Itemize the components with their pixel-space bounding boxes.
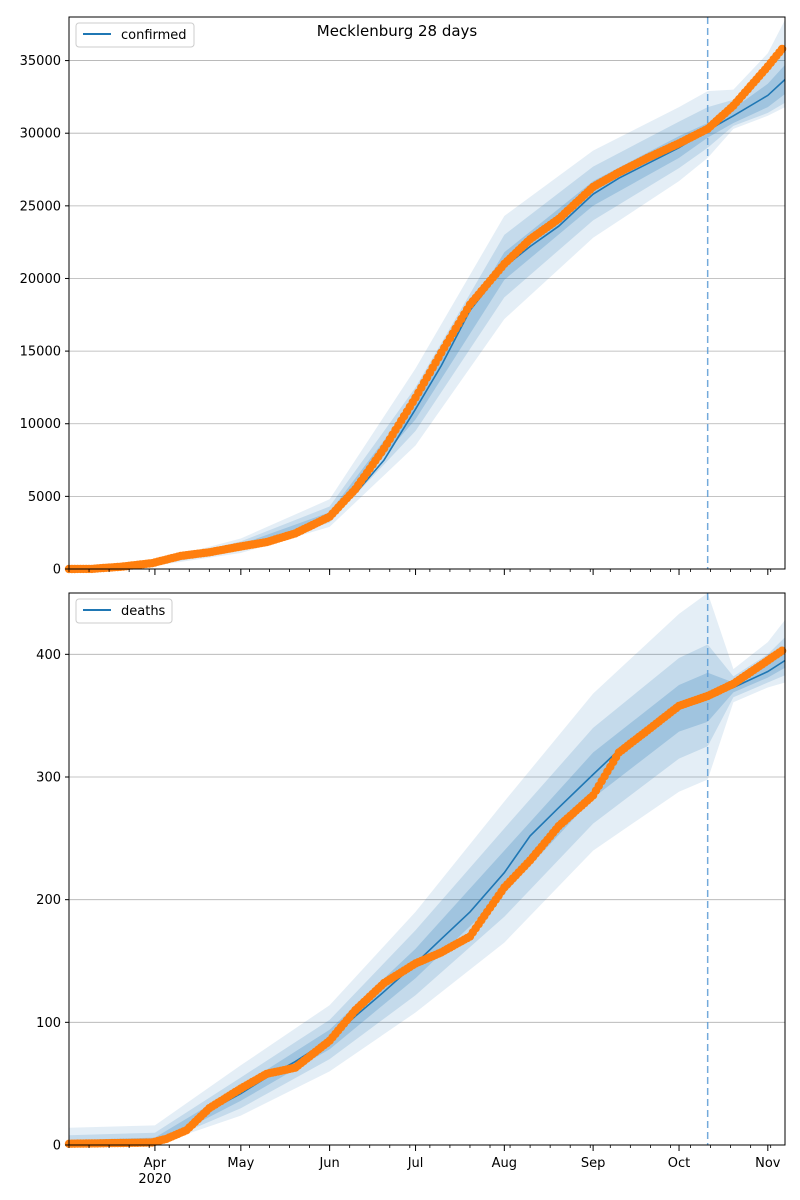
- uncertainty-band-1: [69, 64, 785, 570]
- uncertainty-band-3: [69, 19, 785, 569]
- uncertainty-band-2: [69, 637, 785, 1145]
- y-tick-label: 15000: [20, 345, 61, 360]
- legend-label: confirmed: [121, 28, 187, 43]
- observed-point: [777, 646, 787, 655]
- confirmed-panel: 0 5000 10000 15000 20000 25000 30000 35000 conf…: [20, 16, 787, 578]
- figure-title: Mecklenburg 28 days: [317, 22, 478, 40]
- y-tick-label: 30000: [20, 127, 61, 142]
- x-tick-label: Oct: [668, 1156, 690, 1171]
- x-tick-label: Sep: [581, 1156, 606, 1171]
- y-tick-label: 10000: [20, 417, 61, 432]
- y-tick-label: 200: [36, 893, 61, 908]
- legend-box: [75, 22, 195, 48]
- y-tick-label: 300: [36, 771, 61, 786]
- x-tick-year-label: 2020: [138, 1172, 171, 1187]
- y-tick-label: 0: [53, 1139, 61, 1154]
- y-tick-label: 400: [36, 648, 61, 663]
- y-tick-label: 20000: [20, 272, 61, 287]
- y-tick-label: 5000: [28, 490, 61, 505]
- x-tick-label: Aug: [492, 1156, 517, 1171]
- plot-frame: [68, 592, 786, 1146]
- legend-label: deaths: [121, 604, 166, 619]
- legend-box: [75, 598, 173, 624]
- plot-frame: [68, 16, 786, 570]
- observed-point: [777, 44, 787, 54]
- y-tick-label: 0: [53, 563, 61, 578]
- confirmed-axes: 0 5000 10000 15000 20000 25000 30000 35000: [20, 16, 786, 578]
- x-tick-label: Jul: [407, 1156, 424, 1171]
- deaths-legend: deaths: [75, 598, 173, 624]
- deaths-observed-points: [64, 646, 787, 1149]
- x-tick-label: May: [227, 1156, 254, 1171]
- x-tick-label: Nov: [755, 1156, 781, 1171]
- confirmed-legend: confirmed: [75, 22, 195, 48]
- x-tick-label: Apr: [144, 1156, 167, 1171]
- uncertainty-band-3: [69, 593, 785, 1145]
- x-tick-label: Jun: [318, 1156, 339, 1171]
- y-tick-label: 100: [36, 1016, 61, 1031]
- y-tick-label: 25000: [20, 199, 61, 214]
- y-tick-label: 35000: [20, 54, 61, 69]
- confirmed-observed-points: [64, 44, 787, 574]
